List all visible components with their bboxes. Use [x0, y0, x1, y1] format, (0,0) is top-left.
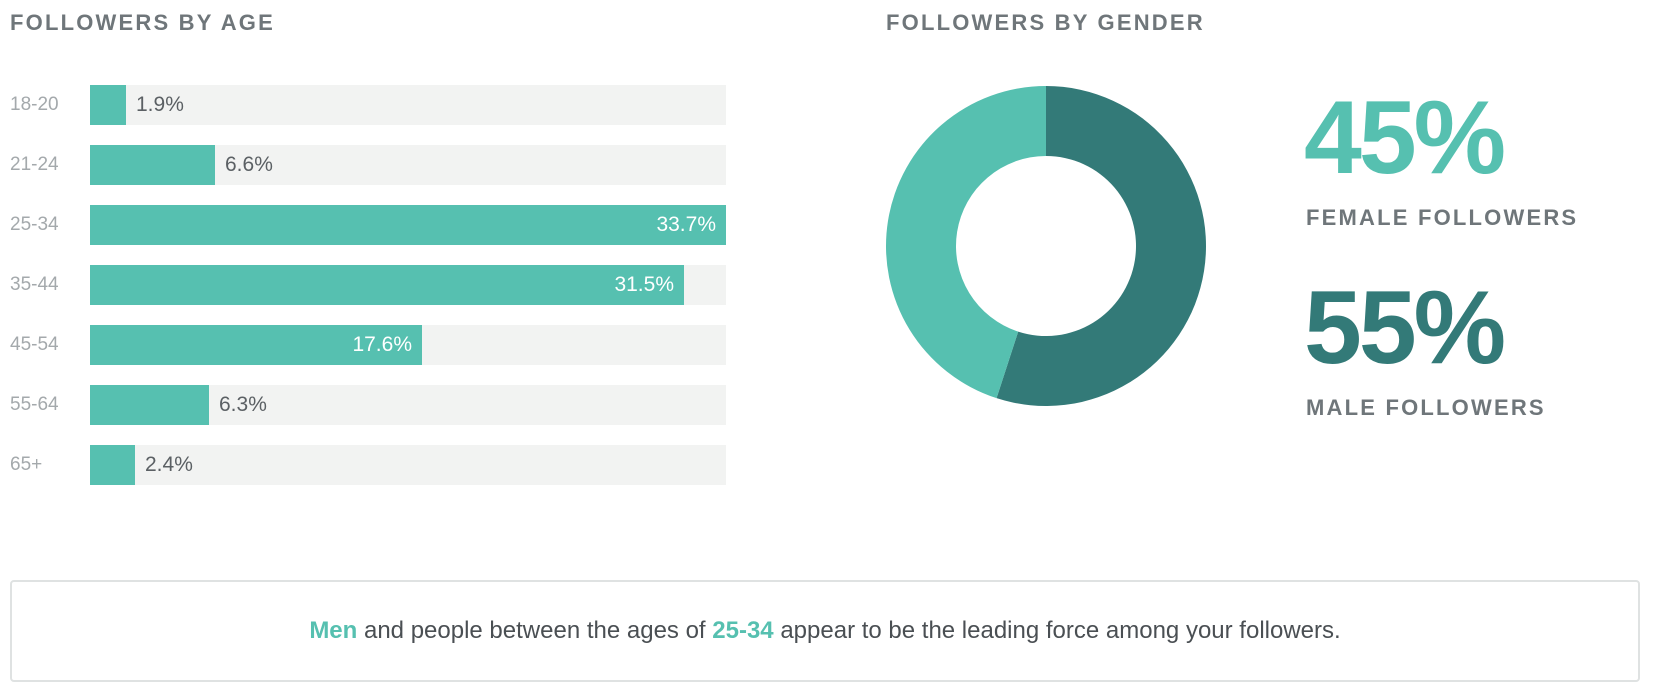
age-bar-row: 45-54 17.6%: [10, 325, 730, 365]
age-bar-row: 55-64 6.3%: [10, 385, 730, 425]
summary-highlight-age: 25-34: [712, 617, 774, 644]
age-bar: [90, 85, 126, 125]
age-bar-row: 65+ 2.4%: [10, 445, 730, 485]
age-bar-row: 18-20 1.9%: [10, 85, 730, 125]
age-bar: [90, 445, 135, 485]
age-category-label: 55-64: [10, 394, 59, 415]
age-bar-value-label: 17.6%: [352, 333, 412, 356]
age-bar: [90, 325, 422, 365]
donut-svg: [886, 86, 1206, 406]
age-category-label: 25-34: [10, 214, 59, 235]
age-chart-title: FOLLOWERS BY AGE: [10, 10, 275, 35]
age-bar: [90, 265, 684, 305]
age-bar: [90, 385, 209, 425]
age-bar-chart: 18-20 1.9% 21-24 6.6% 25-34 33.7% 35-44 31.5% 45…: [10, 85, 730, 505]
gender-chart-title: FOLLOWERS BY GENDER: [886, 10, 1205, 35]
gender-donut-chart: [885, 85, 1207, 407]
age-bar-track: 6.3%: [90, 385, 726, 425]
summary-text: Men and people between the ages of 25-34…: [309, 617, 1340, 645]
male-percentage: 55%: [1304, 270, 1506, 386]
age-bar: [90, 145, 215, 185]
donut-slice-male: [996, 86, 1206, 406]
age-bar-value-label: 1.9%: [136, 93, 184, 116]
age-bar-value-label: 33.7%: [656, 213, 716, 236]
age-bar-track: 1.9%: [90, 85, 726, 125]
female-percentage: 45%: [1304, 80, 1506, 196]
age-bar-row: 21-24 6.6%: [10, 145, 730, 185]
age-bar-value-label: 31.5%: [614, 273, 674, 296]
donut-slice-female: [886, 86, 1046, 399]
age-bar-track: 6.6%: [90, 145, 726, 185]
summary-text-part: appear to be the leading force among you…: [773, 617, 1341, 644]
age-category-label: 35-44: [10, 274, 59, 295]
age-bar-track: 31.5%: [90, 265, 726, 305]
age-bar-track: 33.7%: [90, 205, 726, 245]
age-category-label: 21-24: [10, 154, 59, 175]
summary-box: Men and people between the ages of 25-34…: [10, 580, 1640, 682]
age-category-label: 18-20: [10, 94, 59, 115]
female-label: FEMALE FOLLOWERS: [1306, 205, 1579, 230]
age-bar-row: 25-34 33.7%: [10, 205, 730, 245]
age-category-label: 45-54: [10, 334, 59, 355]
age-category-label: 65+: [10, 454, 43, 475]
age-bar-track: 17.6%: [90, 325, 726, 365]
summary-highlight-gender: Men: [309, 617, 358, 644]
male-label: MALE FOLLOWERS: [1306, 395, 1546, 420]
age-bar-value-label: 2.4%: [145, 453, 193, 476]
summary-text-part: and people between the ages of: [357, 617, 713, 644]
age-bar-value-label: 6.3%: [219, 393, 267, 416]
age-bar: [90, 205, 726, 245]
age-bar-track: 2.4%: [90, 445, 726, 485]
age-bar-value-label: 6.6%: [225, 153, 273, 176]
age-bar-row: 35-44 31.5%: [10, 265, 730, 305]
